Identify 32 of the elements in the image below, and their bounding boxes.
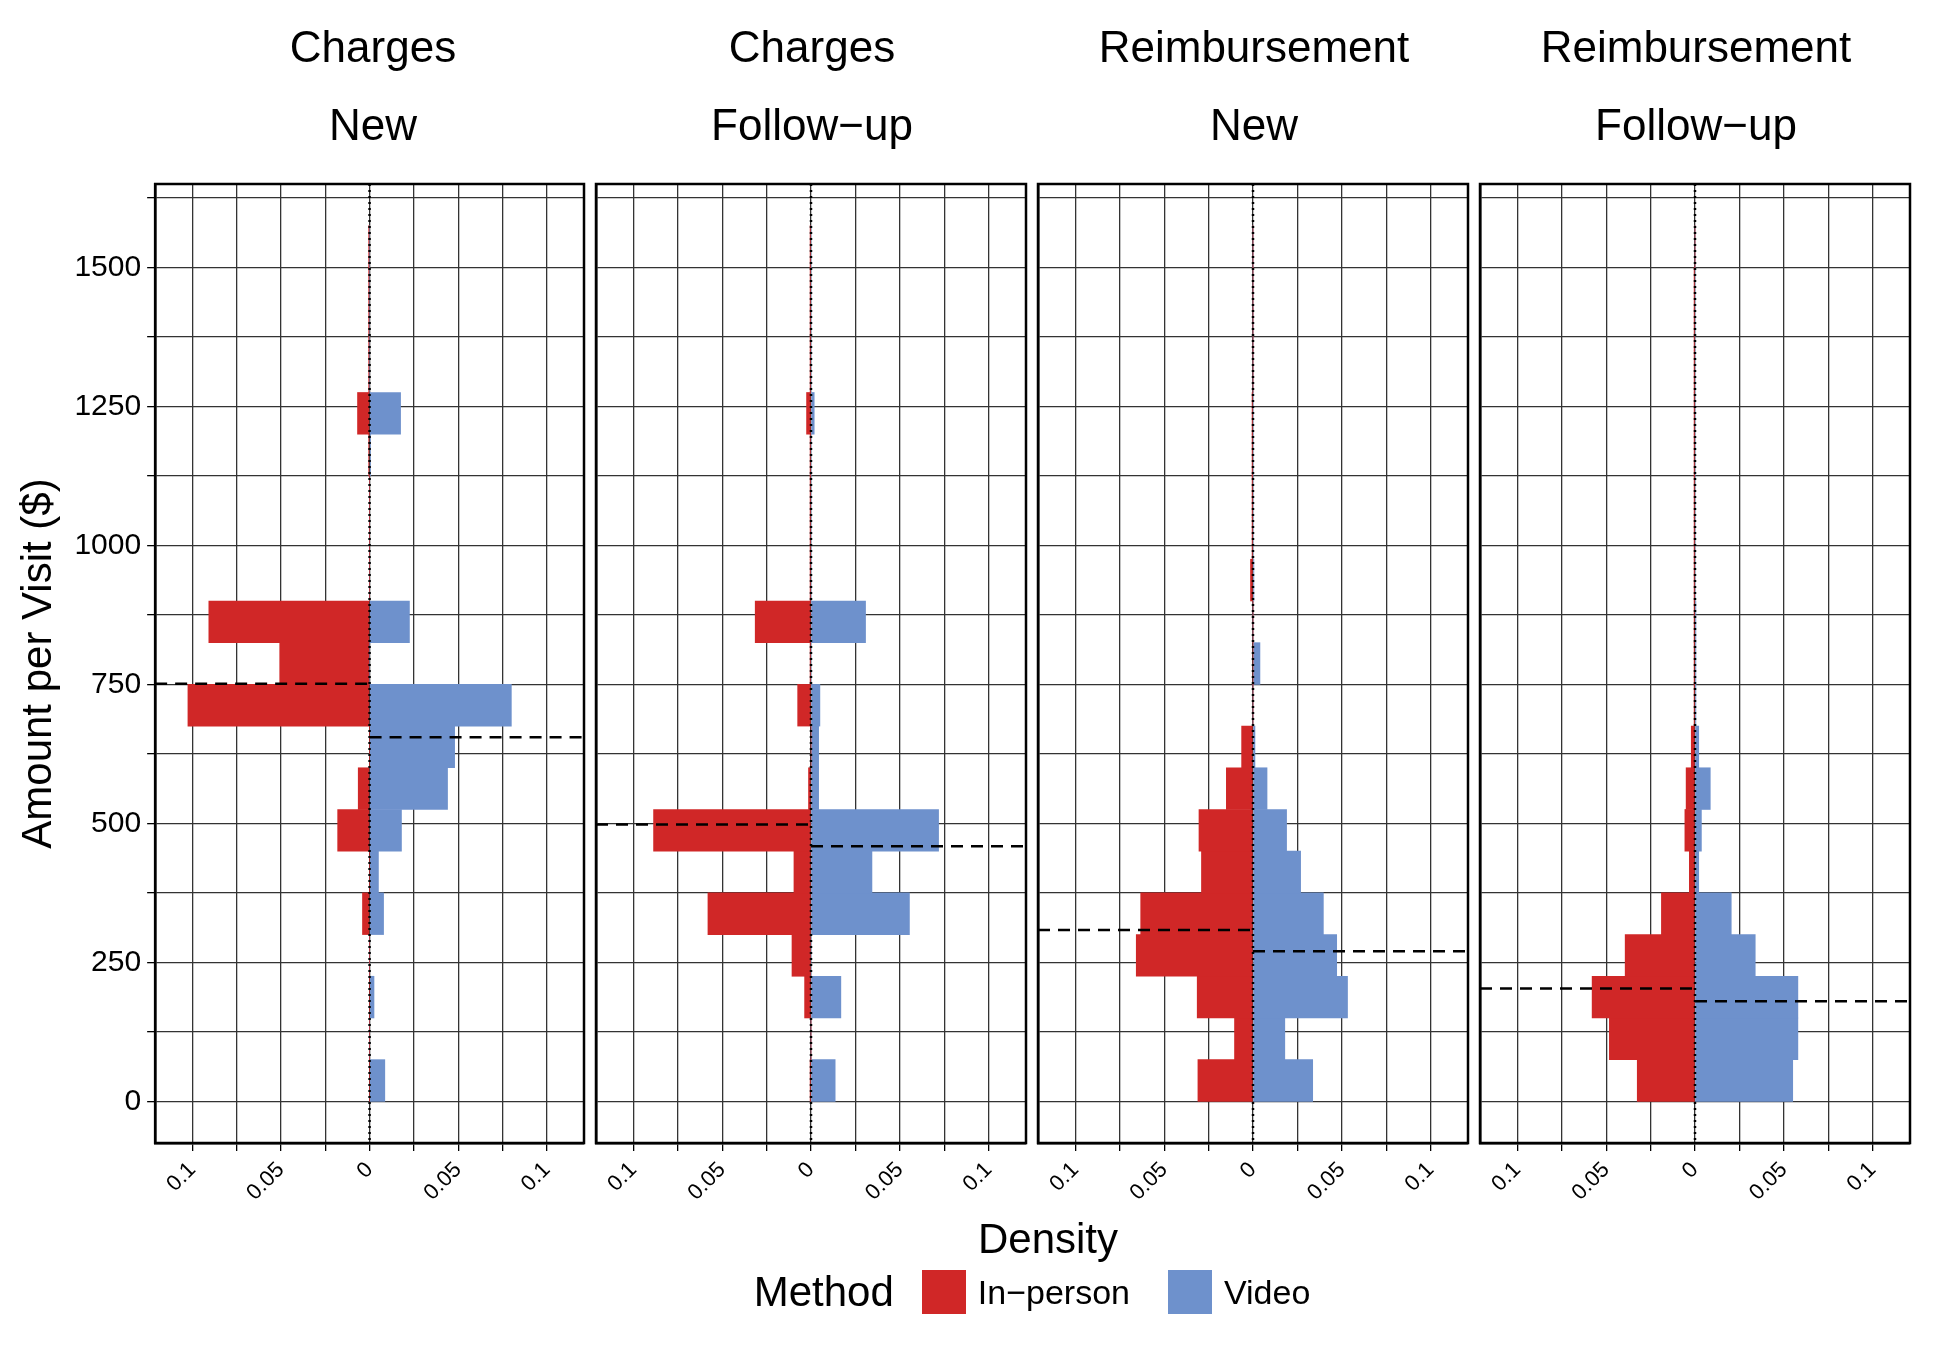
y-tick-label: 1000: [74, 526, 142, 560]
legend-title: Method: [753, 1268, 894, 1316]
y-tick-label: 0: [124, 1082, 142, 1116]
x-tick-label: 0: [792, 1156, 819, 1183]
chart-subtitle: Follow−up: [710, 99, 914, 151]
y-tick-label: 500: [91, 804, 142, 838]
chart-subtitle: Follow−up: [1594, 99, 1798, 151]
x-tick-label: 0.1: [1399, 1156, 1439, 1196]
x-tick-label: 0.1: [1485, 1156, 1526, 1196]
legend-label: In−person: [977, 1272, 1130, 1312]
x-tick-label: 0: [351, 1156, 378, 1183]
chart-subtitle: New: [1209, 99, 1299, 151]
x-tick-label: 0.1: [515, 1156, 555, 1196]
chart-title: Reimbursement: [1539, 21, 1853, 73]
y-axis-title: Amount per Visit ($): [12, 478, 60, 849]
y-tick-label: 750: [91, 665, 142, 699]
x-tick-label: 0: [1234, 1156, 1261, 1183]
x-tick-label: 0.1: [957, 1156, 997, 1196]
legend-label: Video: [1223, 1272, 1311, 1312]
chart-subtitle: New: [328, 99, 418, 151]
x-tick-label: 0.1: [1841, 1156, 1881, 1196]
chart-title: Reimbursement: [1097, 21, 1411, 73]
x-axis-title: Density: [977, 1214, 1118, 1264]
chart-title: Charges: [288, 21, 458, 73]
x-tick-label: 0.1: [601, 1156, 642, 1196]
y-tick-label: 1250: [74, 387, 142, 421]
chart-title: Charges: [727, 21, 897, 73]
y-tick-label: 1500: [74, 248, 142, 282]
x-tick-label: 0.1: [160, 1156, 201, 1196]
x-tick-label: 0: [1676, 1156, 1703, 1183]
x-tick-label: 0.1: [1043, 1156, 1084, 1196]
y-tick-label: 250: [91, 943, 142, 977]
